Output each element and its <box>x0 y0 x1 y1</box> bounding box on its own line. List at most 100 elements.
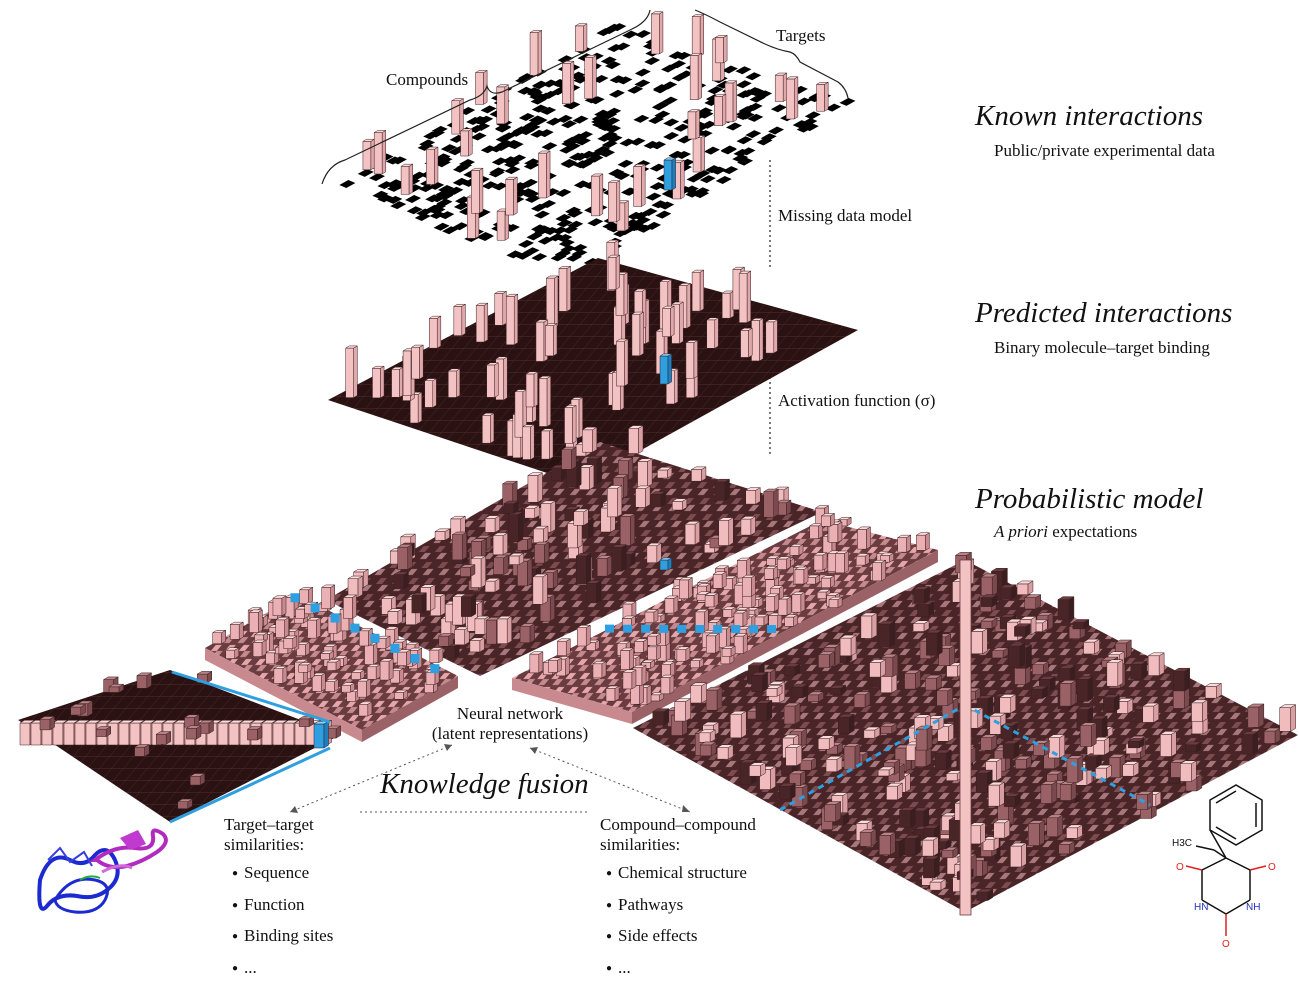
predicted-bar <box>490 413 494 443</box>
latent-bar <box>566 639 570 656</box>
latent-bar <box>359 704 368 716</box>
interaction-bar <box>471 170 479 213</box>
interaction-bar <box>583 24 587 52</box>
similarity-bar <box>942 850 953 858</box>
similarity-bar <box>933 837 938 856</box>
latent-bar <box>274 669 283 684</box>
predicted-bar <box>759 318 763 361</box>
similarity-bar <box>1032 665 1043 675</box>
similarity-bar <box>818 655 829 668</box>
predicted-bar <box>487 365 495 397</box>
similarity-bar <box>971 631 982 653</box>
model-bar <box>607 488 617 517</box>
model-bar <box>582 430 592 452</box>
similarity-bar <box>1058 600 1069 620</box>
model-bar <box>550 594 555 621</box>
similarity-bar <box>927 726 932 750</box>
similarity-bar <box>702 683 707 703</box>
latent-bar <box>743 611 747 627</box>
model-bar <box>695 521 700 544</box>
latent-bar <box>249 612 258 632</box>
predicted-bar <box>674 369 678 404</box>
similarity-bar <box>1047 818 1058 837</box>
similarity-bar <box>75 723 85 745</box>
highlight-cell <box>350 624 359 633</box>
similarity-bar <box>1060 784 1071 800</box>
similarity-bar <box>1242 735 1253 755</box>
model-bar <box>623 475 628 498</box>
interaction-bar <box>825 82 829 111</box>
similarity-bar <box>1017 584 1028 595</box>
interaction-bar <box>497 211 505 240</box>
similarity-bar <box>1015 666 1026 685</box>
similarity-bar <box>186 728 196 739</box>
similarity-bar <box>686 699 691 722</box>
highlight-cell <box>605 625 614 633</box>
similarity-bar <box>135 747 145 756</box>
model-bar <box>639 426 644 454</box>
similarity-bar <box>1088 676 1093 701</box>
predicted-bar <box>476 305 484 342</box>
similarity-bar <box>899 838 904 857</box>
model-bar <box>518 512 523 542</box>
model-bar <box>481 556 486 588</box>
similarity-bar <box>174 723 184 745</box>
similarity-bar <box>861 616 872 638</box>
model-bar <box>398 547 408 569</box>
model-bar <box>460 567 470 576</box>
predicted-bar <box>616 255 620 289</box>
model-bar <box>553 570 558 588</box>
highlight-bar <box>314 724 324 748</box>
predicted-bar <box>766 322 774 353</box>
similarity-bar <box>922 840 933 856</box>
model-bar <box>388 611 398 624</box>
model-bar <box>746 490 756 504</box>
predicted-bar <box>547 376 551 426</box>
latent-bar <box>308 620 317 638</box>
similarity-bar <box>886 786 897 800</box>
latent-bar <box>226 650 235 658</box>
predicted-bar <box>671 306 675 337</box>
latent-bar <box>764 569 773 580</box>
compound-similarities-heading-1: Compound–compound <box>600 815 756 835</box>
latent-bar <box>836 553 845 572</box>
model-bar <box>544 542 549 563</box>
similarity-bar <box>1180 764 1191 782</box>
latent-bar <box>751 575 755 596</box>
layer-title-probabilistic: Probabilistic model <box>975 483 1204 516</box>
similarity-bar <box>881 675 892 693</box>
model-bar <box>572 447 577 469</box>
atom-label-o2: O <box>1176 862 1184 873</box>
diagonal-spike <box>960 560 971 915</box>
similarity-bar <box>982 628 987 653</box>
similarity-bar <box>1264 731 1275 743</box>
model-bar <box>422 593 427 613</box>
model-bar <box>435 532 445 541</box>
predicted-bar <box>545 326 553 356</box>
similarity-bar <box>1174 671 1185 691</box>
similarity-bar <box>950 645 955 665</box>
latent-bar <box>737 560 746 578</box>
predicted-bar <box>346 348 354 398</box>
latent-bar <box>632 670 636 689</box>
similarity-bar <box>981 598 992 607</box>
model-bar <box>520 626 530 643</box>
similarity-bar <box>71 707 81 715</box>
similarity-bar <box>994 823 1005 838</box>
model-bar <box>533 529 543 543</box>
latent-bar <box>230 625 239 640</box>
similarity-bar <box>262 723 272 745</box>
similarity-bar <box>1259 704 1264 727</box>
model-bar <box>607 556 612 577</box>
latent-bar <box>367 679 371 698</box>
similarity-bar <box>1205 686 1216 698</box>
atom-label-h3c: H3C <box>1172 838 1192 849</box>
similarity-bar <box>890 621 895 647</box>
similarity-bar <box>826 759 837 771</box>
highlight-cell <box>311 603 320 612</box>
similarity-bar <box>96 729 106 736</box>
highlight-cell <box>430 664 439 673</box>
interaction-bar <box>570 61 574 104</box>
predicted-bar <box>663 308 671 336</box>
latent-bar <box>925 533 929 551</box>
